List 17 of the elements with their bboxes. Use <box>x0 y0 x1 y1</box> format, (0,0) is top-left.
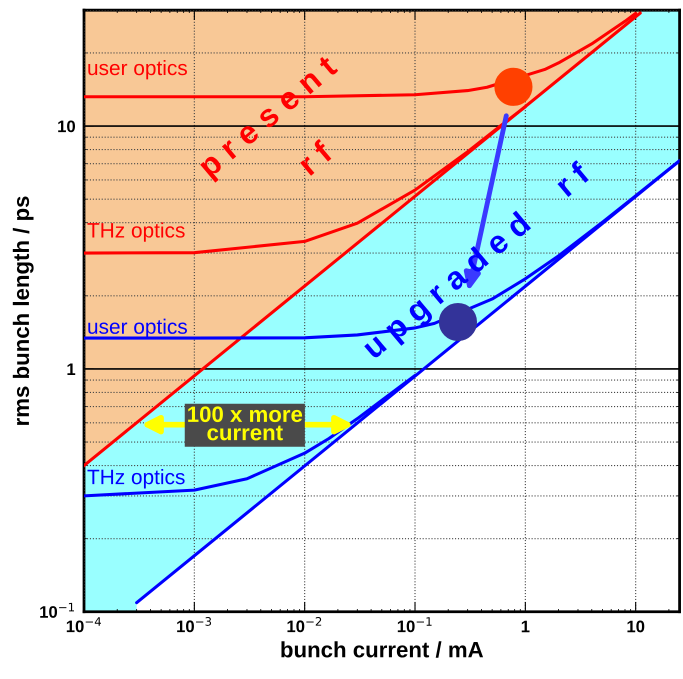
x-axis-title: bunch current / mA <box>281 641 484 658</box>
annotation: 100 x more current <box>188 406 302 440</box>
y-tick-label: 10$^{−1}$ <box>40 602 74 618</box>
annotation: user optics <box>88 318 187 338</box>
y-axis-title: rms bunch length / ps <box>12 196 34 425</box>
annotation: THz optics <box>87 469 185 488</box>
y-tick-label: 1 <box>67 363 76 375</box>
annotation: user optics <box>88 60 187 80</box>
x-tick-label: 10$^{−2}$ <box>287 617 322 632</box>
annotation: THz optics <box>87 222 185 242</box>
x-tick-label: 1 <box>522 620 530 632</box>
x-tick-label: 10$^{−1}$ <box>398 617 432 632</box>
annotation: r f <box>296 138 334 176</box>
x-tick-label: 10$^{−4}$ <box>66 617 101 632</box>
x-tick-label: 10 <box>627 620 644 632</box>
y-tick-label: 10 <box>58 120 75 132</box>
x-tick-label: 10$^{−3}$ <box>177 617 212 632</box>
